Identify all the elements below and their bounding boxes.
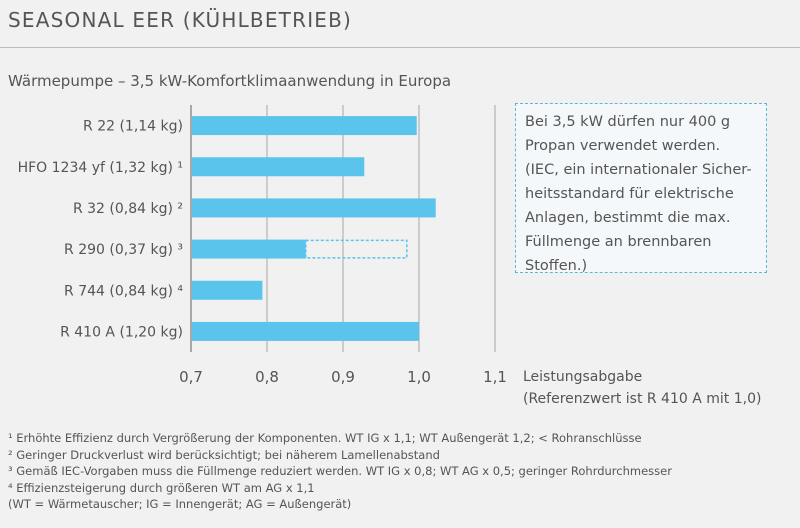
note-line: Anlagen, bestimmt die max. xyxy=(525,210,731,226)
x-tick-label: 1,1 xyxy=(483,368,507,386)
category-label: HFO 1234 yf (1,32 kg) ¹ xyxy=(18,160,183,176)
note-line: Stoffen.) xyxy=(525,258,588,274)
x-tick-label: 1,0 xyxy=(407,368,431,386)
x-tick-label: 0,9 xyxy=(331,368,355,386)
footnote-3: ³ Gemäß IEC-Vorgaben muss die Füllmenge … xyxy=(8,464,672,478)
note-line: Bei 3,5 kW dürfen nur 400 g xyxy=(525,114,731,130)
x-tick-label: 0,7 xyxy=(179,368,203,386)
potential-bar-outline xyxy=(305,239,408,259)
note-line: heitsstandard für elektrische xyxy=(525,186,734,202)
category-label: R 32 (0,84 kg) ² xyxy=(73,201,183,217)
bar xyxy=(192,321,419,341)
x-axis-reference: (Referenzwert ist R 410 A mit 1,0) xyxy=(523,391,762,407)
category-label: R 290 (0,37 kg) ³ xyxy=(64,242,183,258)
category-label: R 410 A (1,20 kg) xyxy=(60,324,183,340)
footnote-4: ⁴ Effizienzsteigerung durch größeren WT … xyxy=(8,480,315,495)
x-axis-label: Leistungsabgabe xyxy=(523,369,643,385)
note-line: Propan verwendet werden. xyxy=(525,138,721,154)
footnote-1: ¹ Erhöhte Effizienz durch Vergrößerung d… xyxy=(8,431,642,445)
footnote-legend: (WT = Wärmetauscher; IG = Innengerät; AG… xyxy=(8,497,352,511)
chart-subtitle: Wärmepumpe – 3,5 kW-Komfortklimaanwendun… xyxy=(8,72,452,90)
title-divider xyxy=(0,47,800,48)
note-line: (IEC, ein internationaler Sicher- xyxy=(525,162,752,178)
footnotes: ¹ Erhöhte Effizienz durch Vergrößerung d… xyxy=(8,430,798,513)
bar xyxy=(192,280,263,300)
note-line: Füllmenge an brennbaren xyxy=(525,234,712,250)
category-label: R 22 (1,14 kg) xyxy=(83,119,183,135)
bar xyxy=(192,198,436,218)
x-axis-caption: Leistungsabgabe (Referenzwert ist R 410 … xyxy=(523,366,761,410)
bar xyxy=(192,239,306,259)
bar xyxy=(192,157,365,177)
x-tick-label: 0,8 xyxy=(255,368,279,386)
note-box: Bei 3,5 kW dürfen nur 400 g Propan verwe… xyxy=(515,103,767,274)
chart-title: SEASONAL EER (KÜHLBETRIEB) xyxy=(8,8,353,32)
footnote-2: ² Geringer Druckverlust wird berücksicht… xyxy=(8,447,440,462)
category-label: R 744 (0,84 kg) ⁴ xyxy=(64,283,183,299)
bar xyxy=(192,116,417,136)
bar-chart: 0,7 0,8 0,9 1,0 1,1 R 22 (1,14 kg) HFO 1234 yf… xyxy=(18,105,507,386)
